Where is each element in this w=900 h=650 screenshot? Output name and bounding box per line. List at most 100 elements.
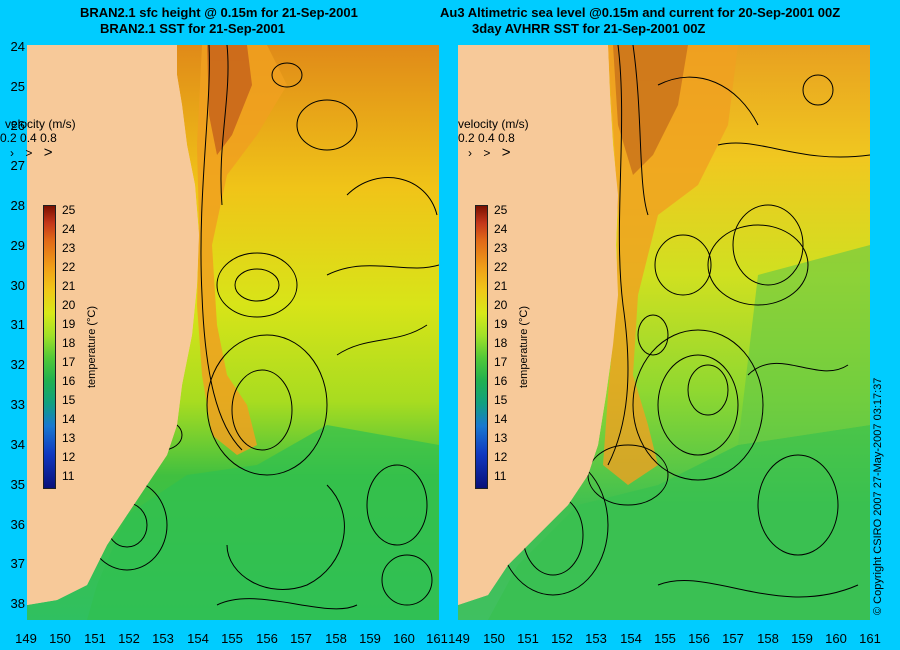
lat-label: 28 — [10, 198, 25, 213]
velocity-value: 0.8 — [40, 131, 57, 145]
lon-label: 157 — [290, 631, 312, 646]
sea-level-contours — [497, 45, 870, 598]
lat-label: 27 — [10, 158, 25, 173]
land-mass — [458, 45, 618, 605]
lat-label: 35 — [10, 477, 25, 492]
lon-label: 149 — [448, 631, 470, 646]
right-map-graphic — [458, 45, 870, 620]
right-colorbar-title: temperature (°C) — [518, 305, 530, 388]
left-sst-map — [27, 45, 439, 620]
colorbar-tick: 18 — [494, 336, 508, 350]
colorbar-tick: 13 — [62, 431, 76, 445]
land-mass — [27, 45, 199, 605]
left-colorbar-title: temperature (°C) — [86, 305, 98, 388]
lat-label: 29 — [10, 238, 25, 253]
small-arrow-icon: › — [468, 146, 472, 160]
lat-label: 34 — [10, 437, 25, 452]
colorbar-tick: 11 — [494, 469, 507, 483]
lat-label: 30 — [10, 278, 25, 293]
colorbar-tick: 14 — [62, 412, 76, 426]
right-velocity-arrows: › > > — [458, 144, 518, 161]
warm-core — [613, 45, 688, 175]
velocity-value: 0.8 — [498, 131, 515, 145]
lon-label: 159 — [791, 631, 813, 646]
colorbar-tick: 23 — [62, 241, 76, 255]
colorbar-tick: 20 — [494, 298, 508, 312]
lon-label: 150 — [483, 631, 505, 646]
lon-label: 158 — [325, 631, 347, 646]
velocity-value: 0.4 — [20, 131, 37, 145]
left-map-graphic — [27, 45, 439, 620]
large-arrow-icon: > — [501, 144, 511, 161]
velocity-value: 0.2 — [0, 131, 17, 145]
colorbar-tick: 17 — [62, 355, 76, 369]
left-panel-subtitle: BRAN2.1 SST for 21-Sep-2001 — [100, 21, 285, 36]
colorbar-tick: 16 — [62, 374, 76, 388]
lon-label: 154 — [187, 631, 209, 646]
lat-label: 36 — [10, 517, 25, 532]
left-velocity-legend-title: velocity (m/s) — [5, 117, 76, 131]
lat-label: 33 — [10, 397, 25, 412]
lat-label: 26 — [10, 118, 25, 133]
lon-label: 161 — [426, 631, 448, 646]
small-arrow-icon: › — [10, 146, 14, 160]
right-velocity-legend-values: 0.2 0.4 0.8 — [458, 132, 515, 145]
colorbar-tick: 21 — [494, 279, 508, 293]
colorbar-tick: 20 — [62, 298, 76, 312]
colorbar-tick: 16 — [494, 374, 508, 388]
lon-label: 155 — [654, 631, 676, 646]
lon-label: 159 — [359, 631, 381, 646]
right-panel-title: Au3 Altimetric sea level @0.15m and curr… — [440, 5, 841, 20]
lon-label: 160 — [393, 631, 415, 646]
lon-label: 151 — [84, 631, 106, 646]
right-sst-map — [458, 45, 870, 620]
colorbar-tick: 22 — [62, 260, 76, 274]
green-east — [738, 245, 870, 445]
cool-water — [488, 425, 870, 620]
lat-label: 38 — [10, 596, 25, 611]
medium-arrow-icon: > — [483, 146, 491, 160]
colorbar-tick: 21 — [62, 279, 76, 293]
lat-label: 37 — [10, 556, 25, 571]
colorbar-tick: 18 — [62, 336, 76, 350]
lat-label: 25 — [10, 79, 25, 94]
colorbar-tick: 11 — [62, 469, 75, 483]
large-arrow-icon: > — [43, 144, 53, 161]
left-temperature-colorbar — [43, 205, 56, 489]
lon-label: 160 — [825, 631, 847, 646]
colorbar-tick: 23 — [494, 241, 508, 255]
right-velocity-legend-title: velocity (m/s) — [458, 117, 529, 131]
colorbar-tick: 15 — [62, 393, 76, 407]
lon-label: 158 — [757, 631, 779, 646]
lon-label: 154 — [620, 631, 642, 646]
velocity-value: 0.2 — [458, 131, 475, 145]
warm-core — [207, 45, 252, 155]
colorbar-tick: 17 — [494, 355, 508, 369]
lon-label: 157 — [722, 631, 744, 646]
lon-label: 152 — [551, 631, 573, 646]
colorbar-tick: 14 — [494, 412, 508, 426]
cool-water — [87, 425, 439, 620]
colorbar-tick: 25 — [494, 203, 508, 217]
sea-level-contours — [86, 45, 439, 610]
lon-label: 156 — [688, 631, 710, 646]
colorbar-tick: 24 — [494, 222, 508, 236]
lon-label: 151 — [517, 631, 539, 646]
lat-label: 31 — [10, 317, 25, 332]
lon-label: 150 — [49, 631, 71, 646]
right-temperature-colorbar — [475, 205, 488, 489]
colorbar-tick: 19 — [494, 317, 508, 331]
colorbar-tick: 19 — [62, 317, 76, 331]
lat-label: 32 — [10, 357, 25, 372]
lon-label: 155 — [221, 631, 243, 646]
lon-label: 161 — [859, 631, 881, 646]
copyright-notice: © Copyright CSIRO 2007 27-May-2007 03:17… — [872, 377, 884, 615]
lon-label: 152 — [118, 631, 140, 646]
colorbar-tick: 12 — [494, 450, 508, 464]
colorbar-tick: 12 — [62, 450, 76, 464]
velocity-value: 0.4 — [478, 131, 495, 145]
left-velocity-legend-values: 0.2 0.4 0.8 — [0, 132, 57, 145]
left-velocity-arrows: › > > — [0, 144, 60, 161]
lon-label: 156 — [256, 631, 278, 646]
medium-arrow-icon: > — [25, 146, 33, 160]
